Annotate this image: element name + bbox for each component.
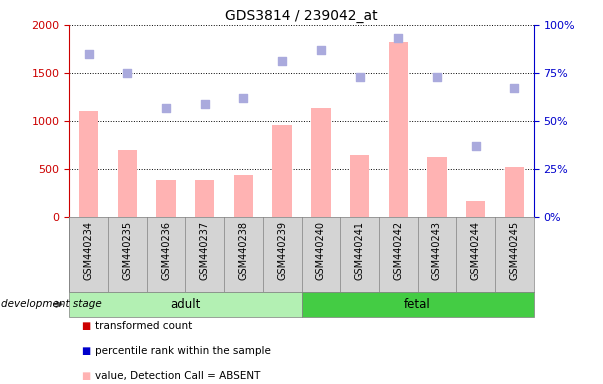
Text: GSM440237: GSM440237 xyxy=(200,221,210,280)
Bar xyxy=(505,167,524,217)
Point xyxy=(277,58,287,65)
Point xyxy=(122,70,132,76)
Bar xyxy=(156,180,175,217)
Point xyxy=(84,51,93,57)
Text: GSM440245: GSM440245 xyxy=(510,221,519,280)
Text: GSM440243: GSM440243 xyxy=(432,221,442,280)
Title: GDS3814 / 239042_at: GDS3814 / 239042_at xyxy=(225,8,378,23)
Bar xyxy=(388,42,408,217)
Text: transformed count: transformed count xyxy=(95,321,192,331)
FancyBboxPatch shape xyxy=(69,292,302,317)
Text: adult: adult xyxy=(170,298,201,311)
Text: GSM440234: GSM440234 xyxy=(84,221,93,280)
Text: ■: ■ xyxy=(81,321,90,331)
Point xyxy=(316,47,326,53)
Text: value, Detection Call = ABSENT: value, Detection Call = ABSENT xyxy=(95,371,260,381)
Point xyxy=(200,101,210,107)
Bar xyxy=(79,111,98,217)
Text: GSM440241: GSM440241 xyxy=(355,221,365,280)
Text: ■: ■ xyxy=(81,371,90,381)
Bar xyxy=(273,125,292,217)
Point xyxy=(432,74,442,80)
Text: ■: ■ xyxy=(81,346,90,356)
Point xyxy=(393,35,403,41)
Text: GSM440238: GSM440238 xyxy=(238,221,248,280)
Text: GSM440244: GSM440244 xyxy=(470,221,481,280)
Bar xyxy=(311,108,330,217)
FancyBboxPatch shape xyxy=(302,292,534,317)
Point xyxy=(510,85,519,91)
Point xyxy=(471,143,481,149)
Point xyxy=(355,74,364,80)
Bar xyxy=(118,150,137,217)
Point xyxy=(161,104,171,111)
Text: GSM440239: GSM440239 xyxy=(277,221,287,280)
Text: GSM440242: GSM440242 xyxy=(393,221,403,280)
Text: GSM440235: GSM440235 xyxy=(122,221,133,280)
Bar xyxy=(466,201,485,217)
Text: fetal: fetal xyxy=(404,298,431,311)
Text: percentile rank within the sample: percentile rank within the sample xyxy=(95,346,271,356)
Bar xyxy=(428,157,447,217)
Bar xyxy=(350,155,369,217)
Bar xyxy=(234,175,253,217)
Text: GSM440236: GSM440236 xyxy=(161,221,171,280)
Text: GSM440240: GSM440240 xyxy=(316,221,326,280)
Bar xyxy=(195,180,215,217)
Point xyxy=(239,95,248,101)
Text: development stage: development stage xyxy=(1,299,101,310)
